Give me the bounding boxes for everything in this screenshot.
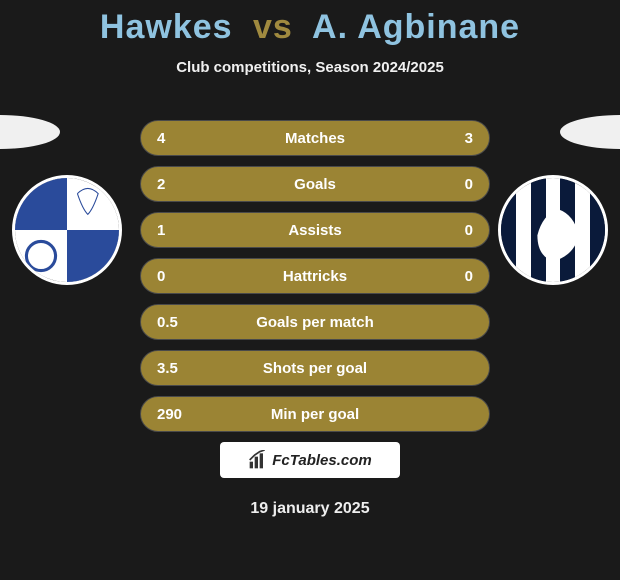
stat-label: Goals per match: [199, 314, 431, 331]
attribution-badge[interactable]: FcTables.com: [220, 442, 400, 478]
comparison-title: Hawkes vs A. Agbinane: [0, 0, 620, 47]
attribution-text: FcTables.com: [272, 452, 371, 469]
stats-container: 4 Matches 3 2 Goals 0 1 Assists 0 0 Hatt…: [140, 120, 490, 442]
bar-chart-icon: [248, 450, 268, 470]
horse-icon: [501, 178, 605, 282]
stat-row: 1 Assists 0: [140, 212, 490, 248]
stat-right-value: 3: [431, 130, 473, 147]
stat-row: 0 Hattricks 0: [140, 258, 490, 294]
stat-right-value: 0: [431, 222, 473, 239]
stat-label: Matches: [199, 130, 431, 147]
stat-left-value: 290: [157, 406, 199, 423]
stat-label: Goals: [199, 176, 431, 193]
stat-left-value: 2: [157, 176, 199, 193]
stat-right-value: 0: [431, 268, 473, 285]
subtitle: Club competitions, Season 2024/2025: [0, 59, 620, 76]
stat-row: 290 Min per goal: [140, 396, 490, 432]
player2-name: A. Agbinane: [312, 8, 520, 46]
stat-row: 0.5 Goals per match: [140, 304, 490, 340]
stat-row: 4 Matches 3: [140, 120, 490, 156]
date-label: 19 january 2025: [0, 500, 620, 518]
stat-left-value: 4: [157, 130, 199, 147]
shield-icon: [15, 178, 119, 282]
stat-label: Min per goal: [199, 406, 431, 423]
club-crest-right: [498, 175, 608, 285]
stat-label: Hattricks: [199, 268, 431, 285]
stat-label: Assists: [199, 222, 431, 239]
decorative-ellipse-right: [560, 115, 620, 149]
stat-left-value: 0: [157, 268, 199, 285]
stat-left-value: 0.5: [157, 314, 199, 331]
stat-left-value: 1: [157, 222, 199, 239]
stat-left-value: 3.5: [157, 360, 199, 377]
stat-row: 2 Goals 0: [140, 166, 490, 202]
decorative-ellipse-left: [0, 115, 60, 149]
stat-label: Shots per goal: [199, 360, 431, 377]
player1-name: Hawkes: [100, 8, 233, 46]
club-crest-left: [12, 175, 122, 285]
stat-right-value: 0: [431, 176, 473, 193]
stat-row: 3.5 Shots per goal: [140, 350, 490, 386]
vs-label: vs: [253, 8, 293, 46]
